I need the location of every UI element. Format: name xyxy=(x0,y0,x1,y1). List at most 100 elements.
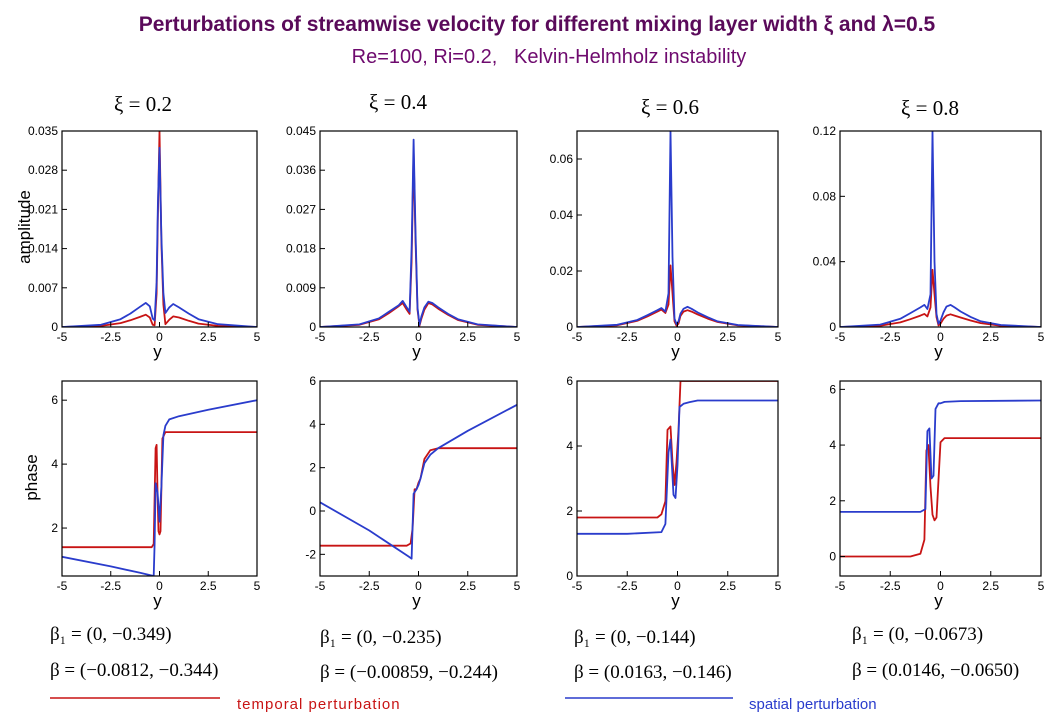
x-tick-label: -5 xyxy=(315,579,326,593)
y-tick-label: 0 xyxy=(309,320,316,334)
x-tick-label: -5 xyxy=(835,579,846,593)
figure-title: Perturbations of streamwise velocity for… xyxy=(139,13,936,36)
x-axis-label: y xyxy=(934,591,943,610)
y-tick-label: 0.009 xyxy=(286,281,316,295)
temporal-series-line xyxy=(320,447,517,547)
x-tick-label: 5 xyxy=(514,330,521,344)
x-tick-label: 5 xyxy=(254,330,261,344)
x-tick-label: -2.5 xyxy=(359,579,380,593)
x-tick-label: -2.5 xyxy=(880,330,901,344)
y-tick-label: 0 xyxy=(829,320,836,334)
y-tick-label: 2 xyxy=(829,494,836,508)
chart-panels: ξ = 0.2 -5 -2.5 0 2.5 5 0 0.007 0.014 0.021 0.028 0… xyxy=(15,90,1045,610)
chart-panel-2: ξ = 0.4 -5 -2.5 0 2.5 5 0 0.009 0.018 0.027 0.036 0… xyxy=(286,90,521,361)
y-tick-label: 0.035 xyxy=(28,124,58,138)
temporal-series-line xyxy=(320,151,517,327)
plot-frame xyxy=(319,130,518,328)
y-tick-label: 0 xyxy=(829,550,836,564)
x-axis-label: y xyxy=(412,342,421,361)
x-tick-label: 0 xyxy=(937,579,944,593)
x-tick-label: 0 xyxy=(156,330,163,344)
y-tick-label: 6 xyxy=(829,382,836,396)
x-tick-label: 0 xyxy=(674,579,681,593)
panel-title: ξ = 0.4 xyxy=(369,90,427,114)
y-tick-label: 4 xyxy=(829,438,836,452)
y-tick-label: 0.027 xyxy=(286,202,316,216)
y-tick-label: 0.04 xyxy=(550,208,574,222)
x-tick-label: 0 xyxy=(156,579,163,593)
y-tick-label: 0.014 xyxy=(28,242,58,256)
beta1-label-xi-0.2: β₁ = (0, −0.349) xyxy=(50,624,172,645)
beta-label-xi-0.2: β = (−0.0812, −0.344) xyxy=(50,660,218,681)
spatial-series-line xyxy=(320,138,517,327)
x-tick-label: 2.5 xyxy=(982,579,999,593)
y-tick-label: 0.028 xyxy=(28,163,58,177)
x-tick-label: -2.5 xyxy=(100,330,121,344)
y-tick-label: 6 xyxy=(309,374,316,388)
y-tick-label: 0.06 xyxy=(550,152,574,166)
y-tick-label: 0.04 xyxy=(813,255,837,269)
spatial-series-line xyxy=(62,146,257,327)
y-tick-label: 0.021 xyxy=(28,202,58,216)
plot-frame xyxy=(839,130,1042,328)
y-tick-label: 0.045 xyxy=(286,124,316,138)
legend-spatial-label: spatial perturbation xyxy=(749,696,877,713)
x-tick-label: 5 xyxy=(775,579,782,593)
spatial-series-line xyxy=(577,131,778,327)
x-tick-label: 0 xyxy=(674,330,681,344)
y-tick-label: 0.007 xyxy=(28,281,58,295)
x-tick-label: 2.5 xyxy=(200,579,217,593)
x-tick-label: 2.5 xyxy=(200,330,217,344)
x-tick-label: -2.5 xyxy=(880,579,901,593)
x-axis-label: y xyxy=(671,591,680,610)
x-tick-label: -2.5 xyxy=(359,330,380,344)
beta-label-xi-0.4: β = (−0.00859, −0.244) xyxy=(320,662,498,683)
y-tick-label: 4 xyxy=(566,439,573,453)
panel-title: ξ = 0.2 xyxy=(114,92,172,116)
x-tick-label: 5 xyxy=(254,579,261,593)
spatial-series-line xyxy=(62,399,257,576)
beta-label-xi-0.8: β = (0.0146, −0.0650) xyxy=(852,660,1019,681)
spatial-series-line xyxy=(577,399,778,535)
beta1-label-xi-0.8: β₁ = (0, −0.0673) xyxy=(852,624,983,645)
y-axis-label: phase xyxy=(22,454,41,500)
x-tick-label: -5 xyxy=(57,330,68,344)
plot-frame xyxy=(319,380,518,577)
x-tick-label: 5 xyxy=(1038,330,1045,344)
y-tick-label: 2 xyxy=(566,504,573,518)
x-tick-label: -5 xyxy=(315,330,326,344)
spatial-series-line xyxy=(840,131,1041,327)
temporal-series-line xyxy=(577,264,778,327)
y-tick-label: 0.036 xyxy=(286,163,316,177)
plot-frame xyxy=(576,130,779,328)
chart-panel-5: -5 -2.5 0 2.5 5 2 4 6 y phase xyxy=(22,380,261,610)
y-tick-label: 0.02 xyxy=(550,264,574,278)
chart-panel-1: ξ = 0.2 -5 -2.5 0 2.5 5 0 0.007 0.014 0.021 0.028 0… xyxy=(15,92,261,361)
y-tick-label: 0.12 xyxy=(813,124,837,138)
y-tick-label: 0 xyxy=(566,569,573,583)
y-tick-label: 2 xyxy=(309,461,316,475)
x-tick-label: 5 xyxy=(514,579,521,593)
chart-panel-7: -5 -2.5 0 2.5 5 0 2 4 6 y xyxy=(566,374,781,610)
chart-panel-6: -5 -2.5 0 2.5 5 -2 0 2 4 6 y xyxy=(305,374,520,610)
temporal-series-line xyxy=(840,437,1041,558)
y-tick-label: 6 xyxy=(51,393,58,407)
figure-subtitle: Re=100, Ri=0.2, Kelvin-Helmholz instabil… xyxy=(352,46,747,68)
beta1-label-xi-0.4: β₁ = (0, −0.235) xyxy=(320,627,442,648)
x-tick-label: 5 xyxy=(1038,579,1045,593)
panel-title: ξ = 0.8 xyxy=(901,96,959,120)
y-tick-label: 2 xyxy=(51,521,58,535)
x-tick-label: 2.5 xyxy=(982,330,999,344)
x-axis-label: y xyxy=(153,591,162,610)
panel-title: ξ = 0.6 xyxy=(641,95,699,119)
chart-panel-3: ξ = 0.6 -5 -2.5 0 2.5 5 0 0.02 0.04 0.06 y xyxy=(550,95,782,361)
chart-panel-8: -5 -2.5 0 2.5 5 0 2 4 6 y xyxy=(829,380,1045,610)
x-tick-label: -5 xyxy=(835,330,846,344)
x-axis-label: y xyxy=(934,342,943,361)
y-tick-label: 0.018 xyxy=(286,242,316,256)
spatial-series-line xyxy=(840,399,1041,513)
legend: temporal perturbation spatial perturbati… xyxy=(50,696,877,713)
x-tick-label: 5 xyxy=(775,330,782,344)
x-tick-label: -2.5 xyxy=(617,579,638,593)
